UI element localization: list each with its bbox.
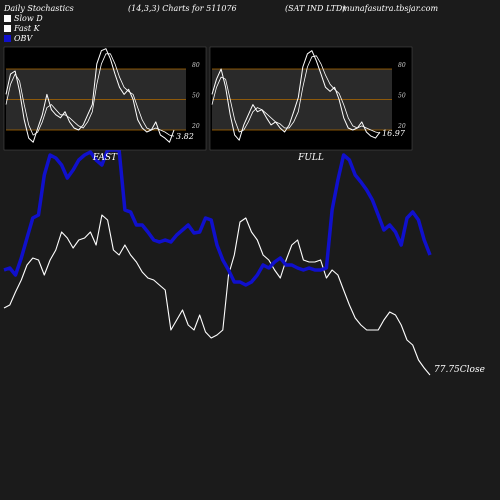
fast-tick-label: 80 [192, 62, 200, 69]
legend-swatch [4, 15, 11, 22]
full-line-0 [211, 50, 381, 141]
legend-item-obv: OBV [4, 34, 32, 43]
chart-title: Daily Stochastics [4, 4, 74, 13]
close-label: 77.75Close [434, 365, 485, 375]
full-tick-label: 50 [398, 93, 406, 100]
legend-label: OBV [14, 34, 33, 43]
close-line [3, 214, 431, 376]
legend-label: Fast K [14, 24, 40, 33]
full-tick-label: 80 [398, 62, 406, 69]
fast-line-1 [5, 53, 175, 137]
full-title: FULL [297, 153, 324, 163]
full-tick-label: 20 [397, 123, 406, 130]
full-line-1 [211, 55, 381, 134]
legend-item-fast-k: Fast K [4, 24, 40, 33]
legend-item-slow-d: Slow D [4, 14, 43, 23]
full-last-value: 16.97 [382, 129, 406, 138]
chart-subtitle: (14,3,3) Charts for 511076 [128, 4, 237, 13]
fast-tick-label: 20 [191, 123, 200, 130]
legend-label: Slow D [14, 14, 43, 23]
obv-line [3, 148, 432, 287]
fast-title: FAST [92, 153, 118, 163]
fast-tick-label: 50 [192, 93, 200, 100]
site-name: munafasutra.tbsjar.com [342, 4, 439, 13]
company-name: (SAT IND LTD) [285, 4, 346, 13]
legend-swatch [4, 35, 11, 42]
fast-last-value: 3.82 [176, 132, 194, 141]
legend-swatch [4, 25, 11, 32]
fast-line-0 [5, 48, 175, 143]
